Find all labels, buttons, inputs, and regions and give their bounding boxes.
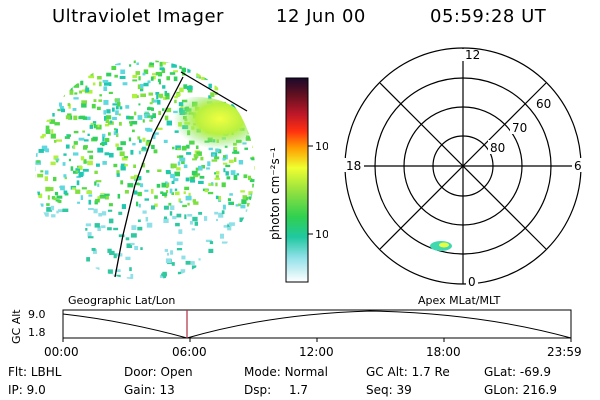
time-tick-0600: 06:00	[172, 345, 207, 359]
altitude-axis-title: GC Alt	[10, 309, 23, 344]
limb-line	[180, 71, 248, 112]
status-filter: Flt: LBHL	[8, 365, 62, 379]
status-glat: GLat: -69.9	[484, 365, 551, 379]
polar-grid-panel: 12 18 6 0 60 70 80	[344, 47, 584, 289]
colorbar-tick-100: 100	[315, 140, 328, 153]
mlt-label-0: 0	[468, 275, 476, 289]
status-gain: Gain: 13	[124, 383, 175, 397]
status-gc-alt: GC Alt: 1.7 Re	[366, 365, 450, 379]
altitude-tick-1-8: 1.8	[28, 326, 46, 339]
geographic-caption: Geographic Lat/Lon	[68, 294, 176, 307]
instrument-title: Ultraviolet Imager	[52, 6, 224, 27]
time-tick-0000: 00:00	[44, 345, 79, 359]
colorbar-unit-label: photon cm⁻²s⁻¹	[268, 147, 282, 240]
observation-time: 05:59:28 UT	[430, 6, 547, 27]
status-door: Door: Open	[124, 365, 193, 379]
status-dsp: Dsp: 1.7	[244, 383, 309, 397]
mlt-label-18: 18	[346, 159, 361, 173]
status-mode: Mode: Normal	[244, 365, 328, 379]
altitude-tick-9: 9.0	[28, 308, 46, 321]
mlat-label-70: 70	[512, 121, 527, 135]
mlt-label-12: 12	[465, 48, 480, 62]
mlat-label-60: 60	[536, 97, 551, 111]
mlat-label-80: 80	[490, 141, 505, 155]
status-glon: GLon: 216.9	[484, 383, 557, 397]
color-scale-bar: 100 10 photon cm⁻²s⁻¹	[268, 77, 328, 283]
observation-date: 12 Jun 00	[276, 6, 366, 27]
auroral-patch	[430, 241, 452, 251]
altitude-curve	[62, 310, 572, 339]
colorbar-tick-10: 10	[315, 228, 328, 241]
time-tick-1800: 18:00	[426, 345, 461, 359]
uv-image-panel	[35, 60, 255, 280]
uv-disk	[35, 60, 255, 280]
status-ip: IP: 9.0	[8, 383, 46, 397]
orbit-altitude-plot: GC Alt 9.0 1.8	[10, 308, 572, 344]
time-tick-1200: 12:00	[299, 345, 334, 359]
mlt-label-6: 6	[574, 159, 582, 173]
status-seq: Seq: 39	[366, 383, 412, 397]
terminator-line	[114, 76, 184, 278]
time-tick-2359: 23:59	[547, 345, 582, 359]
apex-caption: Apex MLat/MLT	[418, 294, 501, 307]
